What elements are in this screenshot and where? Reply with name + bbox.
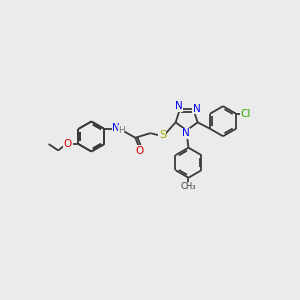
Text: Cl: Cl <box>241 109 251 119</box>
Text: N: N <box>175 101 183 112</box>
Text: S: S <box>159 130 166 140</box>
Text: N: N <box>112 123 120 133</box>
Text: H: H <box>118 126 125 135</box>
Text: O: O <box>136 146 144 156</box>
Text: CH₃: CH₃ <box>181 182 196 191</box>
Text: N: N <box>182 128 190 138</box>
Text: N: N <box>193 103 201 113</box>
Text: O: O <box>64 139 72 149</box>
